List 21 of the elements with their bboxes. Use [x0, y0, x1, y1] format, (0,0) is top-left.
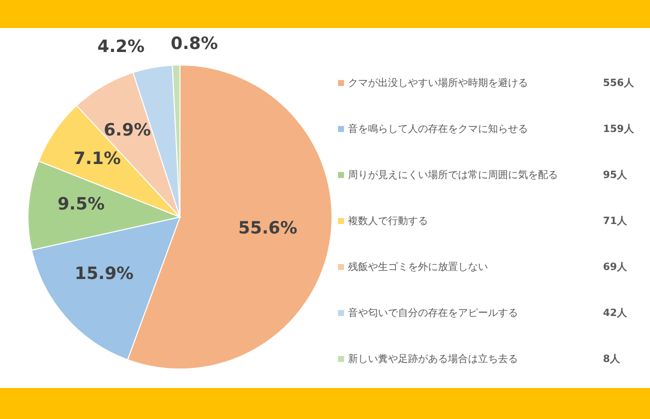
legend-label: 音を鳴らして人の存在をクマに知らせる — [348, 122, 529, 136]
data-label: 6.9% — [104, 120, 151, 141]
legend-label: 新しい糞や足跡がある場合は立ち去る — [348, 352, 519, 366]
text: 159人 — [603, 122, 635, 136]
data-label: 7.1% — [74, 148, 121, 169]
text: 556人 — [603, 76, 635, 90]
text: 69人 — [603, 260, 628, 274]
data-label: 55.6% — [238, 218, 298, 238]
legend-label: 音や匂いで自分の存在をアピールする — [348, 306, 519, 320]
legend-label: 残飯や生ゴミを外に放置しない — [348, 260, 489, 274]
data-label: 9.5% — [57, 194, 105, 215]
text: 42人 — [603, 306, 628, 320]
text: 8人 — [603, 352, 621, 366]
data-label: 4.2% — [97, 36, 145, 57]
legend-label: 周りが見えにくい場所では常に周囲に気を配る — [348, 168, 559, 182]
data-label: 15.9% — [74, 264, 134, 284]
legend-label: クマが出没しやすい場所や時期を避ける — [348, 76, 529, 90]
text: 71人 — [603, 214, 628, 228]
legend-label: 複数人で行動する — [348, 214, 429, 228]
data-label: 0.8% — [170, 34, 218, 54]
text: 95人 — [603, 168, 628, 182]
